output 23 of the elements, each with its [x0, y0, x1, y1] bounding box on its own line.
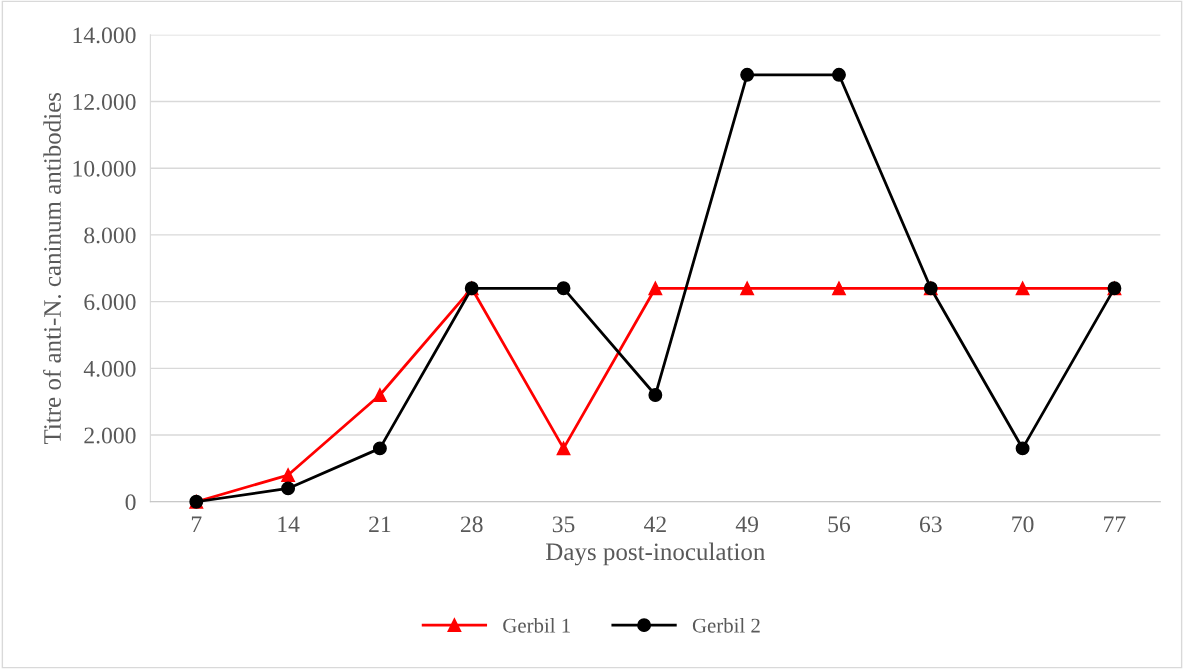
- y-tick-label: 4.000: [83, 360, 136, 377]
- y-tick-label: 0: [125, 494, 136, 511]
- x-tick-label: 14: [278, 516, 300, 533]
- x-tick-label: 28: [460, 516, 483, 533]
- x-tick-label: 49: [735, 516, 758, 533]
- x-tick-label: 42: [644, 516, 666, 533]
- y-tick-label: 14.000: [73, 27, 136, 44]
- legend-label: Gerbil 1: [503, 617, 570, 633]
- y-tick-label: 2.000: [84, 427, 136, 444]
- y-tick-label: 12.000: [73, 93, 136, 111]
- x-tick-label: 63: [919, 516, 942, 533]
- y-tick-label: 8.000: [84, 227, 136, 244]
- x-tick-label: 70: [1012, 516, 1034, 533]
- x-tick-label: 56: [828, 516, 851, 533]
- y-axis-title: Titre of anti-N. caninum antibodies: [43, 92, 62, 445]
- x-tick-label: 77: [1104, 516, 1126, 533]
- legend-label: Gerbil 2: [692, 617, 760, 633]
- x-tick-label: 21: [369, 516, 391, 533]
- y-tick-label: 6.000: [84, 294, 136, 311]
- y-tick-label: 10.000: [73, 160, 136, 177]
- x-tick-label: 7: [191, 516, 202, 533]
- x-axis-title: Days post-inoculation: [546, 542, 766, 566]
- x-tick-label: 35: [552, 516, 575, 533]
